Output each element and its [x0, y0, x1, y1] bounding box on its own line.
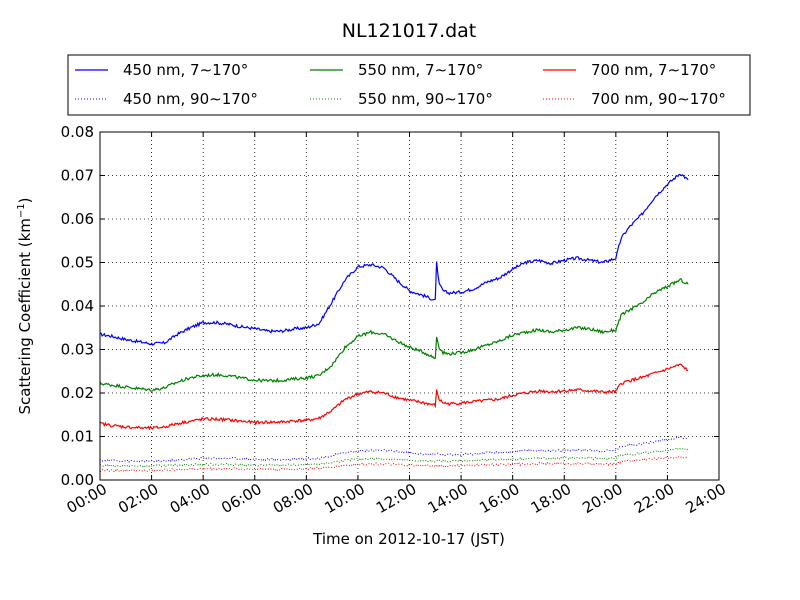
series-line — [99, 173, 689, 346]
grid — [100, 132, 719, 480]
y-tick-label: 0.06 — [61, 210, 94, 228]
legend-label: 450 nm, 7∼170° — [123, 61, 248, 79]
x-tick-label: 12:00 — [373, 480, 419, 517]
chart-title: NL121017.dat — [342, 20, 477, 42]
x-tick-label: 08:00 — [270, 480, 316, 517]
y-tick-label: 0.02 — [61, 384, 94, 402]
y-tick-label: 0.07 — [61, 167, 94, 185]
axis-ticks: 0.000.010.020.030.040.050.060.070.0800:0… — [61, 123, 729, 517]
y-tick-label: 0.08 — [61, 123, 94, 141]
x-tick-label: 04:00 — [167, 480, 213, 517]
series-lines — [99, 173, 689, 473]
x-axis-label: Time on 2012-10-17 (JST) — [312, 530, 505, 548]
x-tick-label: 20:00 — [579, 480, 625, 517]
x-tick-label: 22:00 — [631, 480, 677, 517]
legend-label: 450 nm, 90∼170° — [123, 90, 258, 108]
legend-label: 550 nm, 90∼170° — [358, 90, 493, 108]
series-line — [99, 278, 689, 392]
legend-label: 700 nm, 7∼170° — [591, 61, 716, 79]
y-tick-label: 0.04 — [61, 297, 94, 315]
y-axis-label-text: Scattering Coefficient (km — [16, 218, 34, 414]
y-axis-label-sup: −1 — [16, 203, 27, 218]
legend-label: 700 nm, 90∼170° — [591, 90, 726, 108]
y-tick-label: 0.00 — [61, 471, 94, 489]
x-tick-label: 02:00 — [115, 480, 161, 517]
y-tick-label: 0.01 — [61, 428, 94, 446]
y-tick-label: 0.05 — [61, 254, 94, 272]
y-axis-label: Scattering Coefficient (km−1) — [16, 197, 34, 414]
x-tick-label: 24:00 — [683, 480, 729, 517]
series-line — [99, 363, 689, 431]
x-tick-label: 14:00 — [425, 480, 471, 517]
legend-box — [67, 54, 751, 116]
series-line — [99, 455, 689, 473]
x-tick-label: 16:00 — [476, 480, 522, 517]
legend: 450 nm, 7∼170° 550 nm, 7∼170° 700 nm, 7∼17… — [67, 54, 751, 116]
x-tick-label: 18:00 — [528, 480, 574, 517]
x-tick-label: 06:00 — [218, 480, 264, 517]
legend-label: 550 nm, 7∼170° — [358, 61, 483, 79]
y-axis-label-end: ) — [16, 197, 34, 203]
series-line — [99, 447, 689, 468]
y-tick-label: 0.03 — [61, 341, 94, 359]
series-line — [99, 436, 689, 464]
x-tick-label: 10:00 — [321, 480, 367, 517]
